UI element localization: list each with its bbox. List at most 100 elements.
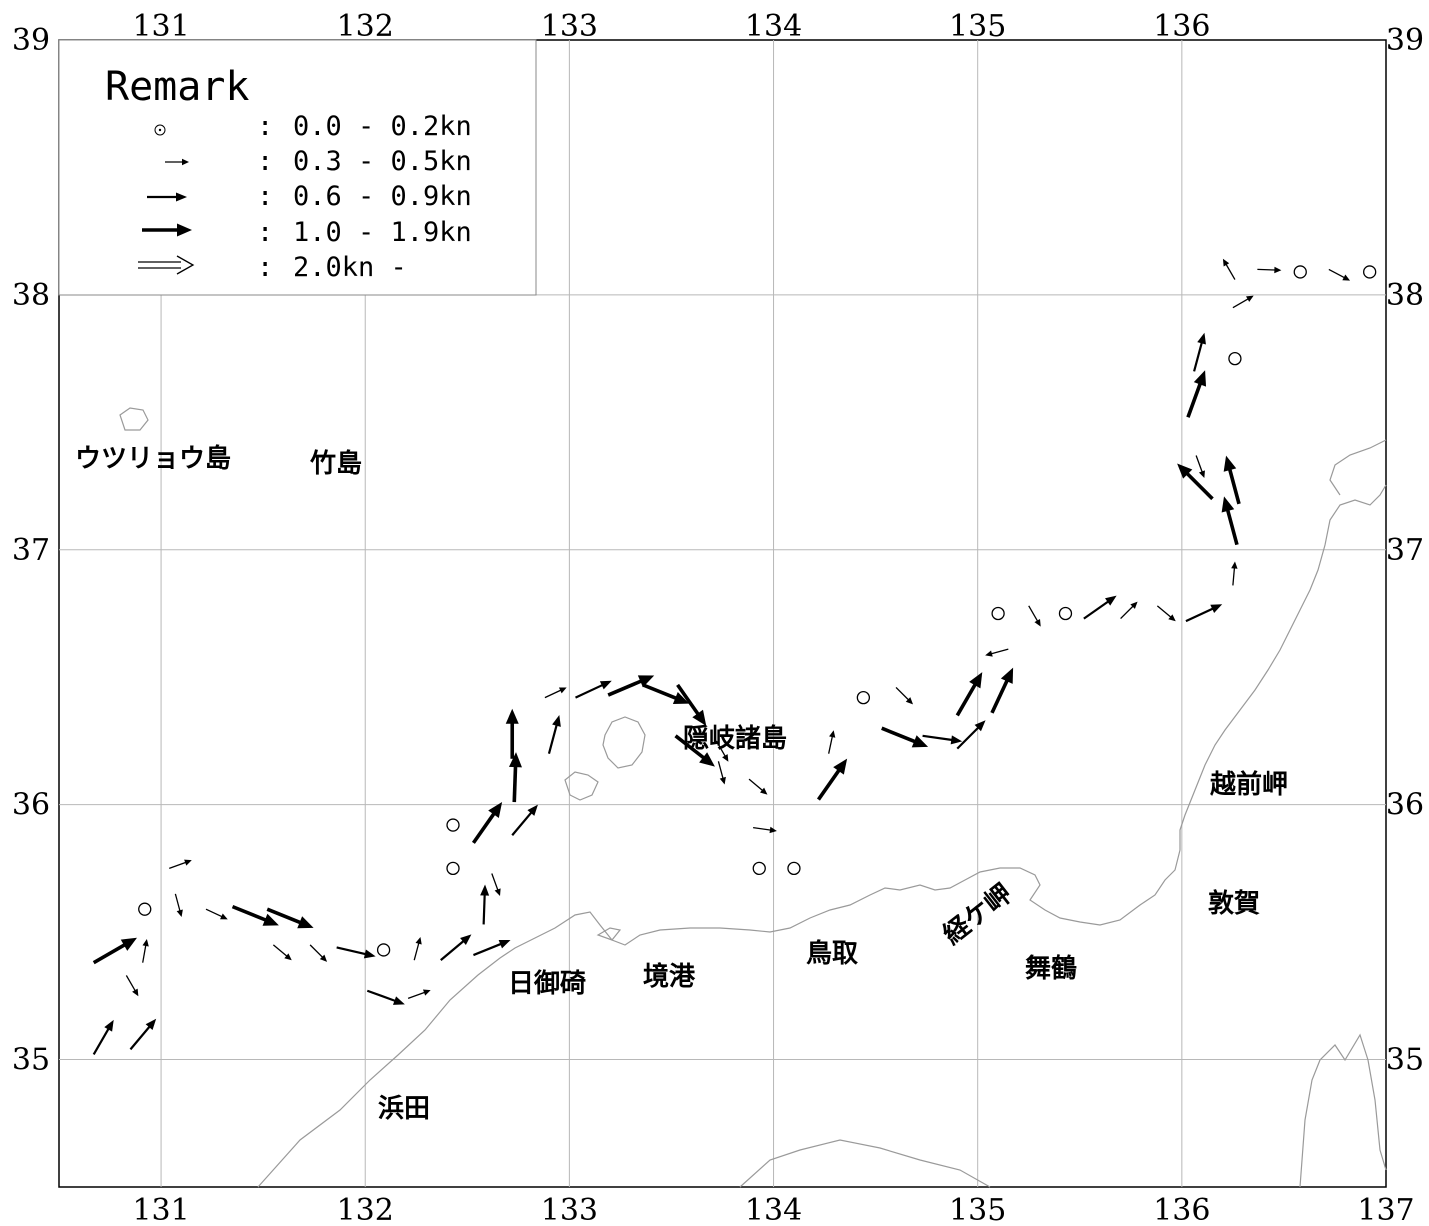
lat-tick-right: 38 — [1386, 278, 1424, 313]
legend-label: 1.0 - 1.9kn — [293, 217, 472, 248]
current-arrow-thick — [1221, 496, 1239, 546]
current-arrow-medium — [547, 715, 561, 754]
legend-separator: : — [257, 252, 273, 283]
lon-tick-top: 133 — [541, 9, 598, 44]
legend-arrow-medium — [147, 192, 187, 202]
current-arrow-thick — [231, 904, 279, 926]
lat-tick-left: 35 — [12, 1043, 50, 1078]
place-hamada: 浜田 — [378, 1094, 430, 1124]
current-weak-circle — [991, 606, 1005, 621]
current-arrow-thin — [125, 975, 139, 997]
current-arrow-medium — [336, 946, 376, 959]
legend-title: Remark — [105, 64, 250, 110]
current-arrow-medium — [1193, 332, 1206, 372]
lat-tick-right: 37 — [1386, 533, 1424, 568]
lat-tick-right: 39 — [1386, 23, 1424, 58]
current-arrow-thick — [92, 937, 138, 965]
lon-tick-bottom: 134 — [745, 1193, 802, 1226]
place-hinomisaki: 日御碕 — [508, 968, 586, 999]
legend-label: 0.6 - 0.9kn — [293, 181, 472, 212]
current-arrow-thick — [505, 708, 519, 759]
place-echizen: 越前岬 — [1210, 769, 1288, 800]
lon-tick-bottom: 131 — [132, 1193, 189, 1226]
place-oki: 隠岐諸島 — [683, 723, 787, 754]
current-arrow-thick — [1223, 455, 1241, 505]
current-weak-circle — [752, 861, 766, 876]
current-weak-circle — [446, 818, 460, 832]
current-weak-circle — [1293, 265, 1307, 279]
current-arrow-thin — [1328, 268, 1351, 281]
current-arrow-thin — [142, 939, 149, 963]
lon-tick-top: 132 — [337, 9, 394, 44]
lon-tick-top: 135 — [949, 9, 1006, 44]
lat-tick-left: 37 — [12, 533, 50, 568]
current-arrow-medium — [1083, 595, 1117, 620]
current-arrow-thin — [205, 908, 228, 920]
oki-dozen-coastline — [564, 771, 599, 801]
current-arrow-medium — [956, 720, 986, 750]
current-arrow-thin — [1222, 258, 1236, 280]
current-arrow-thin — [169, 859, 192, 869]
lon-tick-bottom: 135 — [949, 1193, 1006, 1226]
legend-label: 0.0 - 0.2kn — [293, 111, 472, 142]
lon-tick-top: 131 — [132, 9, 189, 44]
oki-dogo-coastline — [602, 716, 646, 769]
current-arrow-thin — [174, 893, 183, 918]
legend-arrow-thick — [142, 223, 192, 237]
current-arrow-thick — [674, 734, 715, 767]
lon-tick-top: 134 — [745, 9, 802, 44]
current-arrow-thin — [828, 730, 836, 754]
current-arrow-medium — [440, 934, 472, 961]
current-arrow-thin — [1156, 605, 1176, 622]
current-arrow-thick — [508, 752, 522, 803]
current-arrow-thin — [1257, 266, 1282, 274]
current-weak-circle — [1363, 265, 1377, 279]
place-maizuru: 舞鶴 — [1025, 953, 1077, 984]
legend-separator: : — [257, 181, 273, 212]
current-arrow-medium — [480, 884, 490, 925]
current-arrow-medium — [129, 1018, 157, 1051]
current-arrow-medium — [511, 804, 538, 836]
current-arrow-thin — [1028, 605, 1041, 627]
current-arrow-thick — [990, 667, 1014, 714]
current-arrow-thin — [1231, 561, 1238, 586]
current-arrow-thick — [471, 801, 503, 844]
legend-arrow-double — [138, 255, 195, 275]
current-arrow-thin — [715, 740, 729, 762]
current-arrow-thick — [607, 675, 655, 697]
lat-tick-left: 36 — [12, 788, 50, 823]
lake-coastline — [596, 927, 622, 941]
current-arrow-medium — [473, 940, 511, 957]
place-takeshima: 竹島 — [309, 449, 362, 479]
place-tottori: 鳥取 — [806, 939, 858, 969]
current-arrow-thick — [955, 672, 983, 717]
legend-separator: : — [257, 146, 273, 177]
current-arrow-thick — [676, 683, 707, 726]
ise-coastline — [1299, 1033, 1387, 1188]
legend-box — [58, 39, 537, 296]
current-arrow-thin — [1195, 455, 1205, 479]
current-arrow-medium — [366, 989, 405, 1005]
lat-tick-left: 38 — [12, 278, 50, 313]
longitude-labels-bottom: 131 132 133 134 135 136 137 — [132, 1193, 1414, 1226]
legend: Remark :0.0 - 0.2kn: 0.3 - 0.5kn: 0.6 - 0.… — [58, 39, 537, 296]
lon-tick-bottom: 136 — [1153, 1193, 1210, 1226]
latitude-labels-right: 39 38 37 36 35 — [1386, 23, 1424, 1078]
legend-separator: : — [257, 111, 273, 142]
current-arrow-medium — [922, 734, 963, 745]
legend-items: :0.0 - 0.2kn: 0.3 - 0.5kn: 0.6 - 0.9kn: 1.0… — [138, 111, 472, 283]
current-weak-circle — [856, 690, 871, 705]
lon-tick-bottom: 137 — [1357, 1193, 1414, 1226]
current-weak-circle — [376, 943, 391, 957]
current-arrow-thick — [266, 907, 314, 929]
legend-arrow-thin — [165, 158, 189, 166]
current-arrow-thick — [1186, 370, 1207, 418]
latitude-labels-left: 39 38 37 36 35 — [12, 23, 50, 1078]
place-utsuryo: ウツリョウ島 — [75, 444, 231, 474]
current-arrow-thin — [272, 944, 292, 961]
inland-coastline — [739, 1139, 991, 1188]
current-arrow-thin — [491, 873, 501, 897]
noto-coastline — [1329, 439, 1387, 496]
legend-label: 0.3 - 0.5kn — [293, 146, 472, 177]
